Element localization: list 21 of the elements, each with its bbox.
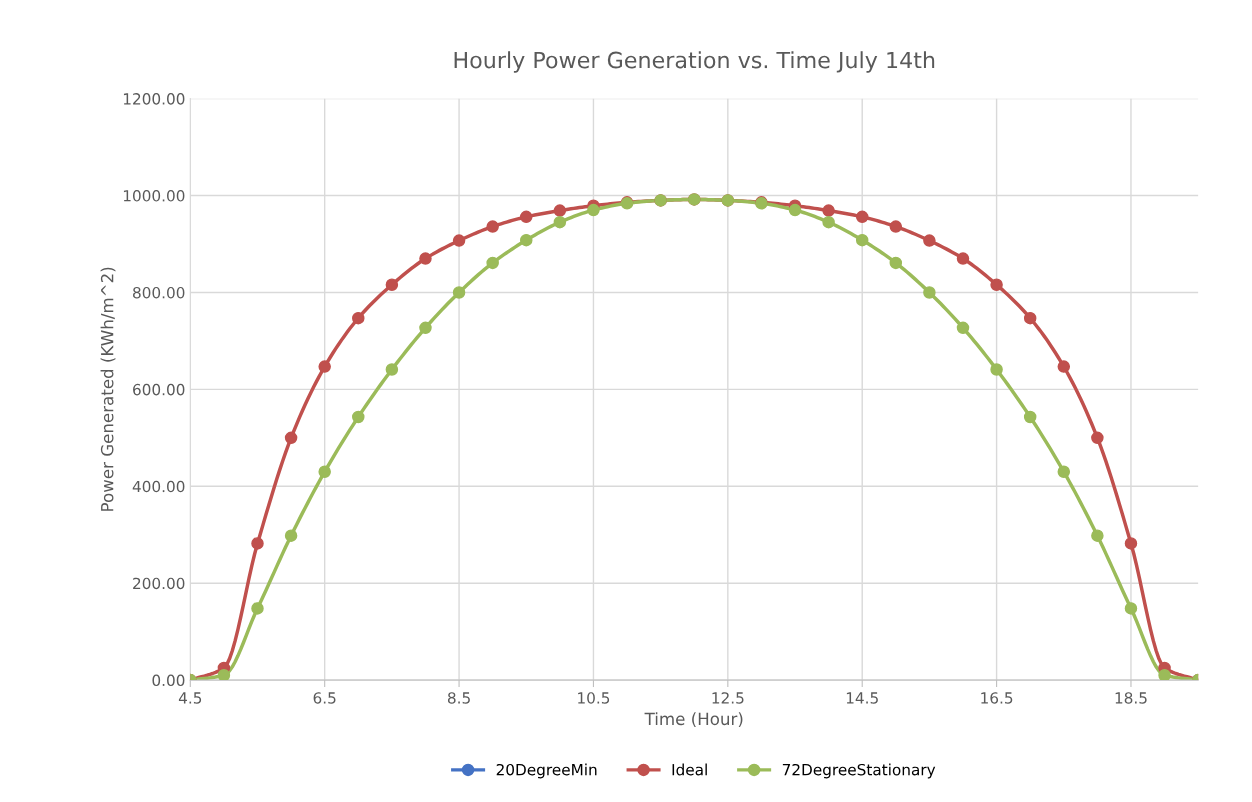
x-tick-label: 12.5 [712, 692, 744, 704]
x-tick-label: 8.5 [447, 692, 470, 704]
legend-label: 20DegreeMin [496, 763, 597, 779]
y-tick-label: 1200.00 [123, 93, 185, 105]
x-tick-label: 16.5 [981, 692, 1013, 704]
y-tick-label: 1000.00 [123, 190, 185, 202]
legend-label: 72DegreeStationary [782, 763, 936, 779]
y-tick-label: 200.00 [133, 577, 185, 590]
x-tick-label: 14.5 [846, 692, 878, 704]
y-tick-label: 0.00 [152, 674, 185, 687]
legend-label: Ideal [672, 763, 707, 776]
x-tick-label: 6.5 [313, 692, 336, 704]
y-tick-label: 800.00 [133, 286, 185, 299]
x-tick-label: 4.5 [178, 692, 202, 704]
y-tick-label: 400.00 [132, 480, 185, 493]
chart-title: Hourly Power Generation vs. Time July 14th [454, 51, 935, 73]
x-tick-label: 10.5 [578, 692, 610, 704]
y-axis-title: Power Generated (KWh/m^2) [100, 267, 116, 511]
x-axis-title: Time (Hour) [644, 712, 743, 728]
x-tick-label: 18.5 [1115, 692, 1147, 704]
y-tick-label: 600.00 [133, 383, 185, 396]
